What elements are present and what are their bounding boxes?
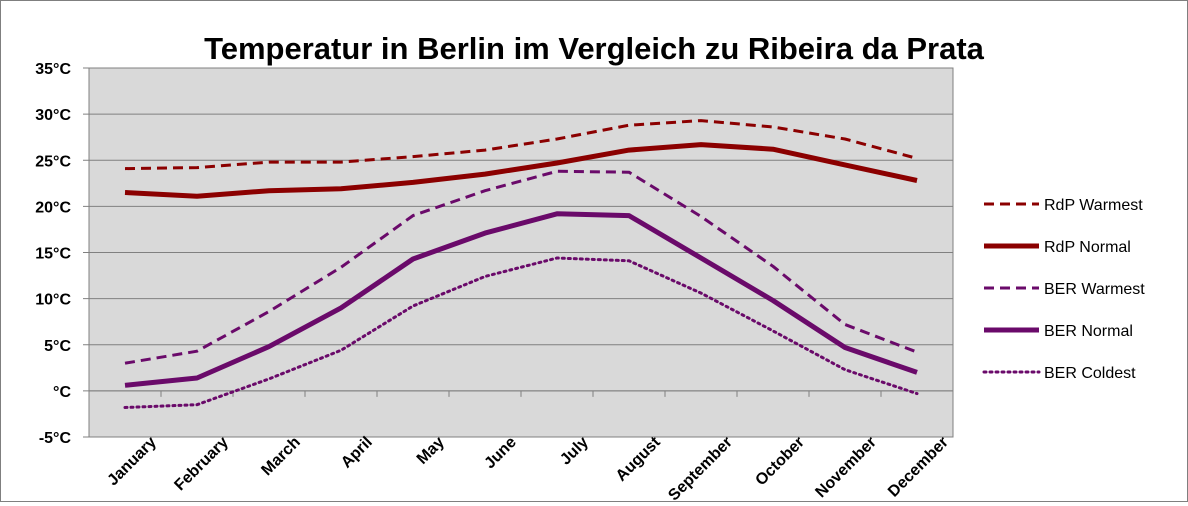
series-line (124, 211, 918, 388)
x-tick-label: June (481, 434, 519, 472)
y-tick-label: 20°C (35, 199, 71, 216)
y-tick-label: 25°C (35, 153, 71, 170)
x-tick-label: December (885, 434, 952, 501)
y-tick-label: 15°C (35, 246, 71, 263)
x-tick-label: October (752, 434, 807, 489)
x-tick-label: July (557, 434, 592, 469)
chart-title: Temperatur in Berlin im Vergleich zu Rib… (204, 31, 985, 66)
y-tick-label: 30°C (35, 107, 71, 124)
x-tick-label: January (104, 434, 159, 489)
x-tick-label: March (258, 434, 303, 479)
y-tick-label: -5°C (39, 430, 72, 447)
series-line (123, 256, 919, 409)
legend-label: BER Normal (1044, 323, 1133, 340)
x-tick-label: May (414, 434, 448, 468)
y-tick-label: 35°C (35, 61, 71, 78)
y-tick-label: °C (53, 384, 71, 401)
series-line (124, 169, 918, 365)
x-tick-label: September (665, 434, 736, 501)
series-lines (123, 119, 919, 409)
x-tick-label: February (171, 434, 232, 495)
legend-label: RdP Normal (1044, 239, 1131, 256)
y-tick-label: 10°C (35, 292, 71, 309)
series-line (124, 142, 918, 199)
legend: RdP Warmest RdP Normal BER Warmest BER Norm… (982, 197, 1145, 382)
x-tick-label: August (613, 433, 664, 484)
legend-label: BER Warmest (1044, 281, 1145, 298)
x-tick-label: April (338, 434, 376, 472)
legend-label: BER Coldest (1044, 365, 1136, 382)
y-tick-label: 5°C (44, 338, 71, 355)
x-tick-label: November (812, 434, 879, 501)
series-line (124, 119, 918, 171)
legend-label: RdP Warmest (1044, 197, 1143, 214)
